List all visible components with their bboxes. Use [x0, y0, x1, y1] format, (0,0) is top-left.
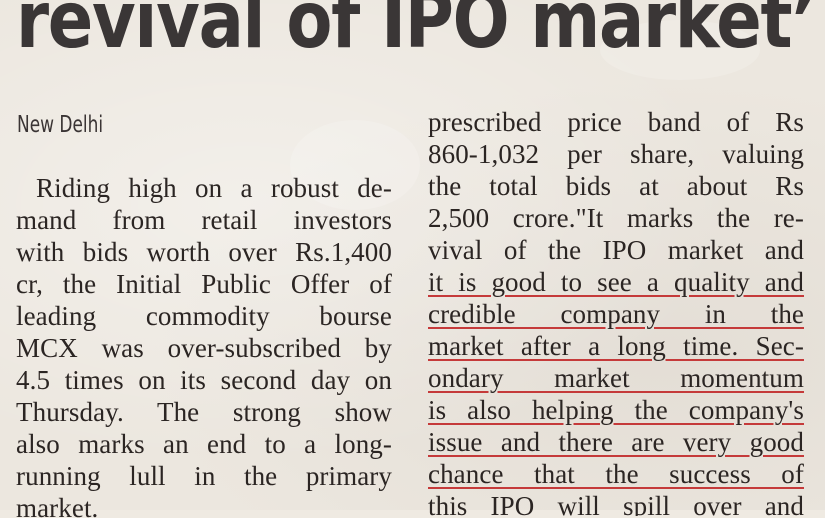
text-line: prescribed price band of Rs: [428, 107, 804, 137]
text-line: running lull in the primary: [16, 461, 392, 491]
text-line: Riding high on a robust de-: [36, 173, 392, 203]
underlined-text-line: market after a long time. Sec-: [428, 331, 804, 361]
paper-smudge: [290, 120, 420, 210]
underlined-text-line: is also helping the company's: [428, 395, 804, 425]
text-line: with bids worth over Rs.1,400: [16, 237, 392, 267]
underlined-text-line: ondary market momentum: [428, 363, 804, 393]
text-line: Thursday. The strong show: [16, 397, 392, 427]
underlined-text-line: issue and there are very good: [428, 427, 804, 457]
dateline: New Delhi: [17, 112, 104, 138]
underlined-text-line: credible company in the: [428, 299, 804, 329]
underlined-text-line: chance that the success of: [428, 459, 804, 489]
text-line: 4.5 times on its second day on: [16, 365, 392, 395]
text-line: MCX was over-subscribed by: [16, 333, 392, 363]
right-column: prescribed price band of Rs 860-1,032 pe…: [428, 106, 804, 516]
text-line: market.: [16, 493, 99, 518]
text-line: vival of the IPO market and: [428, 235, 804, 265]
headline: revival of IPO market’: [16, 0, 817, 66]
underlined-text-line: this IPO will spill over and: [428, 491, 804, 516]
text-line: cr, the Initial Public Offer of: [16, 269, 392, 299]
text-line: 2,500 crore."It marks the re-: [428, 203, 804, 233]
text-line: the total bids at about Rs: [428, 171, 804, 201]
text-line: 860-1,032 per share, valuing: [428, 139, 804, 169]
paper-smudge: [600, 20, 760, 80]
underlined-text-line: it is good to see a quality and: [428, 267, 804, 297]
text-line: also marks an end to a long-: [16, 429, 392, 459]
left-column: Riding high on a robust de- mand from re…: [16, 172, 392, 518]
text-line: mand from retail investors: [16, 205, 392, 235]
text-line: leading commodity bourse: [16, 301, 392, 331]
